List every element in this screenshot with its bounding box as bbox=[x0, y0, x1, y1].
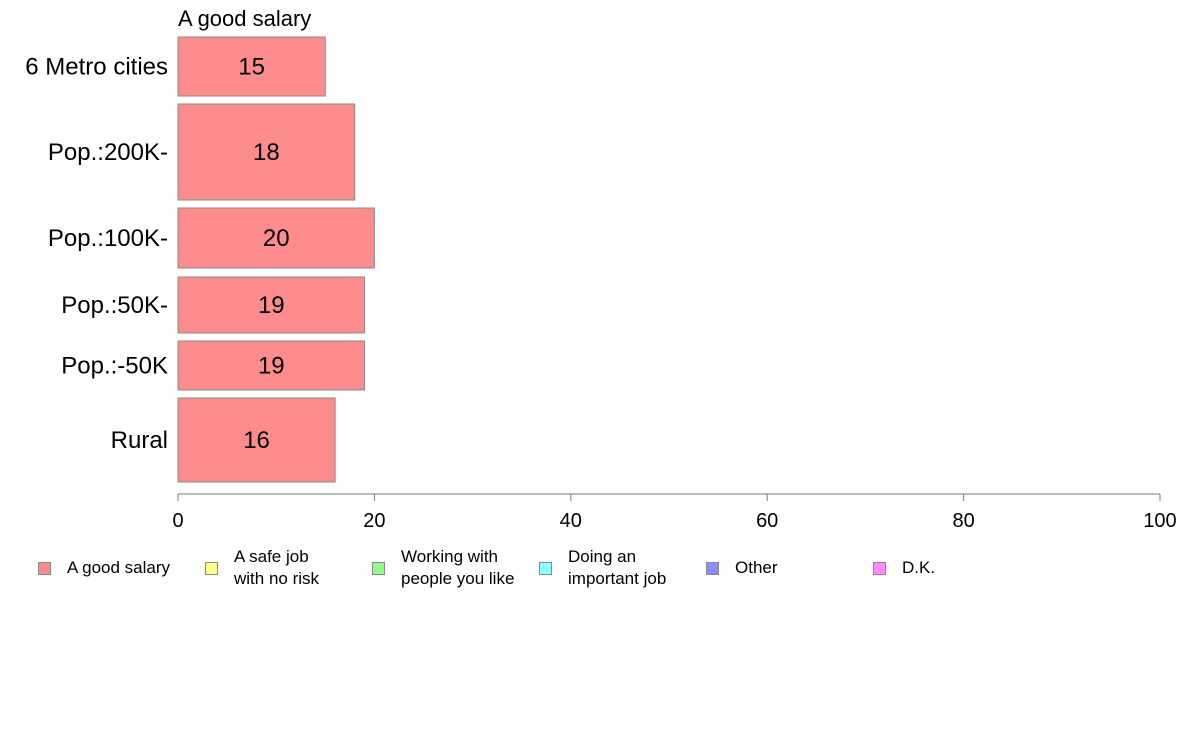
bar bbox=[177, 207, 375, 269]
legend-swatch bbox=[539, 561, 552, 575]
bars-layer: 15 6 Metro cities 18 Pop.:200K- 20 Pop.:100K-… bbox=[25, 36, 375, 483]
bar-data-label: 19 bbox=[258, 353, 285, 380]
bar-data-label: 19 bbox=[258, 292, 285, 319]
legend-label: Doing an important job bbox=[568, 547, 667, 588]
legend-label: D.K. bbox=[902, 558, 936, 577]
bar-data-label: 18 bbox=[253, 139, 280, 166]
bar bbox=[177, 103, 356, 201]
x-tick-label: 60 bbox=[756, 510, 778, 532]
x-tick-label: 80 bbox=[952, 510, 974, 532]
chart-title: A good salary bbox=[178, 6, 311, 31]
legend: A good salary A safe job with no risk Work… bbox=[38, 544, 1178, 594]
x-axis: 0 20 40 60 80 100 bbox=[172, 493, 1177, 532]
legend-item: D.K. bbox=[873, 544, 935, 592]
category-label: Rural bbox=[111, 427, 168, 454]
category-label: Pop.:200K- bbox=[48, 139, 168, 166]
legend-label: A safe job with no risk bbox=[234, 547, 320, 588]
x-tick-label: 40 bbox=[560, 510, 582, 532]
bar bbox=[177, 36, 326, 97]
legend-swatch bbox=[706, 561, 719, 575]
legend-swatch bbox=[372, 561, 385, 575]
legend-label: A good salary bbox=[67, 558, 171, 577]
bar bbox=[177, 397, 336, 483]
bar-data-label: 20 bbox=[263, 225, 290, 252]
category-label: Pop.:100K- bbox=[48, 225, 168, 252]
legend-item: Doing an important job bbox=[539, 544, 666, 592]
legend-label: Other bbox=[735, 558, 778, 577]
legend-swatch bbox=[38, 561, 51, 575]
bar bbox=[177, 276, 366, 334]
x-tick-label: 0 bbox=[172, 510, 183, 532]
bar-data-label: 15 bbox=[238, 54, 265, 81]
legend-swatch bbox=[873, 561, 886, 575]
bar-data-label: 16 bbox=[243, 427, 270, 454]
category-label: Pop.:-50K bbox=[61, 353, 168, 380]
legend-label: Working with people you like bbox=[401, 547, 515, 588]
legend-item: A good salary bbox=[38, 544, 170, 592]
legend-item: Working with people you like bbox=[372, 544, 514, 592]
bar-chart: A good salary 15 6 Metro cities 18 Pop.:200… bbox=[25, 6, 1177, 532]
legend-item: Other bbox=[706, 544, 778, 592]
x-tick-label: 20 bbox=[363, 510, 385, 532]
category-label: Pop.:50K- bbox=[61, 292, 168, 319]
x-tick-label: 100 bbox=[1143, 510, 1176, 532]
bar bbox=[177, 340, 366, 391]
category-label: 6 Metro cities bbox=[25, 54, 168, 81]
legend-item: A safe job with no risk bbox=[205, 544, 319, 592]
legend-swatch bbox=[205, 561, 218, 575]
